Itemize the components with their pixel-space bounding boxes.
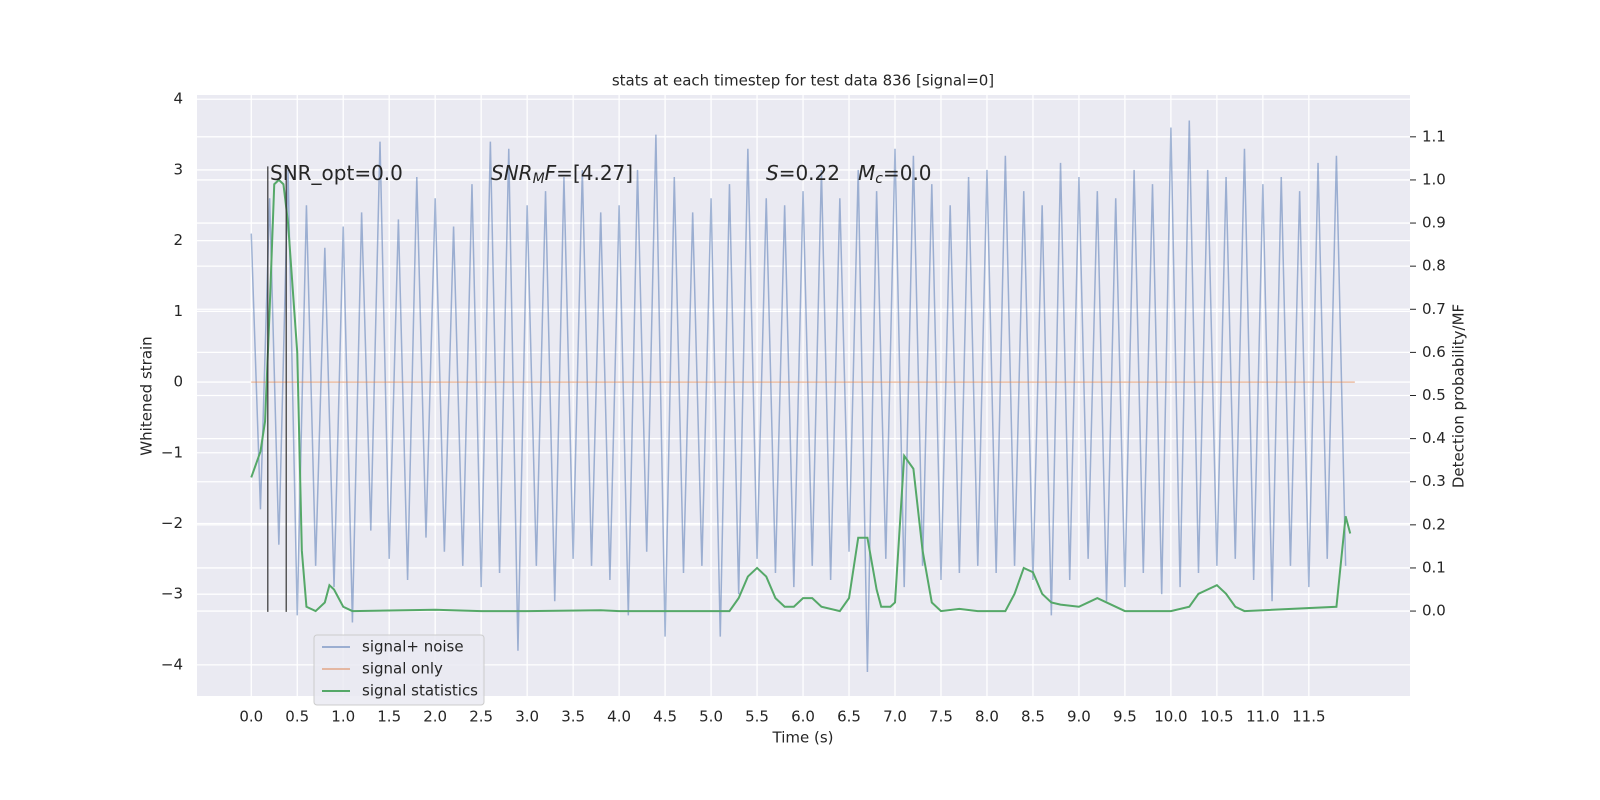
legend-label: signal only bbox=[362, 660, 443, 678]
x-tick-label: 11.5 bbox=[1292, 708, 1325, 726]
chart-title: stats at each timestep for test data 836… bbox=[612, 72, 994, 90]
annotation-part: =0.22 bbox=[779, 161, 840, 185]
x-tick-label: 1.5 bbox=[377, 708, 401, 726]
y2-tick-label: 0.3 bbox=[1422, 472, 1446, 490]
x-tick-label: 6.5 bbox=[837, 708, 861, 726]
annotation-part: =0.0 bbox=[883, 161, 932, 185]
y-tick-label: −4 bbox=[161, 655, 183, 673]
x-tick-label: 8.0 bbox=[975, 708, 999, 726]
y2-tick-label: 0.9 bbox=[1422, 214, 1446, 232]
x-tick-label: 7.5 bbox=[929, 708, 953, 726]
annotations: SNR_opt=0.0 SNRMF=[4.27] S=0.22 Mc=0.0 bbox=[270, 161, 932, 188]
annotation-part: SNR_opt=0.0 bbox=[270, 161, 403, 185]
x-tick-label: 10.0 bbox=[1154, 708, 1187, 726]
annotation: SNR_opt=0.0 bbox=[270, 161, 403, 185]
x-axis-label: Time (s) bbox=[772, 729, 834, 747]
legend: signal+ noise signal only signal statistic… bbox=[313, 634, 485, 706]
y2-tick-label: 0.5 bbox=[1422, 386, 1446, 404]
annotation: S=0.22 bbox=[766, 161, 840, 185]
y2-tick-label: 0.0 bbox=[1422, 602, 1446, 620]
y2-tick-label: 0.8 bbox=[1422, 257, 1446, 275]
x-tick-label: 2.0 bbox=[423, 708, 447, 726]
x-tick-label: 11.0 bbox=[1246, 708, 1279, 726]
legend-box bbox=[313, 634, 485, 706]
legend-label: signal+ noise bbox=[362, 638, 464, 656]
x-tick-label: 9.5 bbox=[1113, 708, 1137, 726]
y-axis-label: Whitened strain bbox=[138, 336, 156, 455]
x-tick-label: 8.5 bbox=[1021, 708, 1045, 726]
annotation-part: =[4.27] bbox=[556, 161, 633, 185]
legend-label: signal statistics bbox=[362, 682, 478, 700]
annotation-part: c bbox=[875, 171, 883, 187]
y-tick-label: 2 bbox=[173, 231, 183, 249]
x-tick-label: 4.5 bbox=[653, 708, 677, 726]
y-tick-label: 0 bbox=[173, 373, 183, 391]
annotation-part: S bbox=[766, 161, 779, 185]
y-tick-label: 3 bbox=[173, 160, 183, 178]
marks bbox=[250, 120, 1355, 672]
x-tick-label: 0.0 bbox=[239, 708, 263, 726]
y-tick-label: −1 bbox=[161, 443, 183, 461]
x-tick-label: 5.0 bbox=[699, 708, 723, 726]
x-tick-label: 9.0 bbox=[1067, 708, 1091, 726]
x-tick-label: 6.0 bbox=[791, 708, 815, 726]
annotation-part: M bbox=[858, 161, 875, 185]
y2-tick-label: 0.6 bbox=[1422, 343, 1446, 361]
y2-tick-label: 1.0 bbox=[1422, 170, 1446, 188]
y2-axis-label: Detection probability/MF bbox=[1450, 304, 1468, 488]
annotation-part: M bbox=[533, 171, 545, 187]
x-tick-label: 5.5 bbox=[745, 708, 769, 726]
y2-tick-label: 1.1 bbox=[1422, 127, 1446, 145]
x-tick-label: 7.0 bbox=[883, 708, 907, 726]
x-tick-label: 2.5 bbox=[469, 708, 493, 726]
x-tick-label: 4.0 bbox=[607, 708, 631, 726]
y-tick-label: −3 bbox=[161, 585, 183, 603]
annotation: Mc=0.0 bbox=[858, 161, 932, 188]
annotation-part: F bbox=[545, 161, 557, 185]
y-tick-label: 4 bbox=[173, 90, 183, 108]
x-tick-label: 10.5 bbox=[1200, 708, 1233, 726]
annotation: SNRMF=[4.27] bbox=[491, 161, 633, 188]
y-tick-label: −2 bbox=[161, 514, 183, 532]
x-tick-label: 1.0 bbox=[331, 708, 355, 726]
y-tick-label: 1 bbox=[173, 302, 183, 320]
y2-tick-label: 0.7 bbox=[1422, 300, 1446, 318]
y2-tick-label: 0.2 bbox=[1422, 515, 1446, 533]
x-tick-label: 0.5 bbox=[285, 708, 309, 726]
series-line bbox=[250, 178, 1352, 613]
y2-tick-label: 0.4 bbox=[1422, 429, 1446, 447]
x-tick-label: 3.0 bbox=[515, 708, 539, 726]
annotation-part: SNR bbox=[491, 161, 533, 185]
x-tick-label: 3.5 bbox=[561, 708, 585, 726]
series-line bbox=[250, 120, 1347, 672]
y2-tick-label: 0.1 bbox=[1422, 558, 1446, 576]
